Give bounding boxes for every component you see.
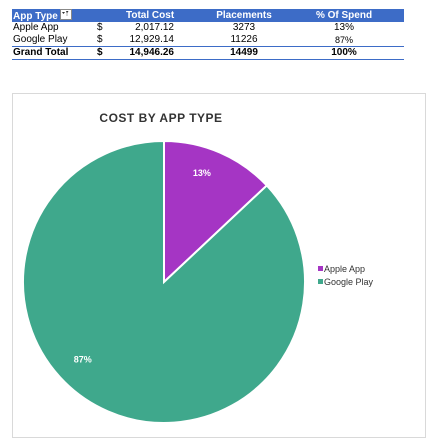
grand-total-currency: $ — [97, 47, 103, 58]
header-total-cost[interactable]: Total Cost — [126, 10, 175, 21]
pie-chart[interactable]: COST BY APP TYPE 13% 87% Apple App Google … — [12, 93, 426, 438]
grand-total-cost: 14,946.26 — [129, 47, 175, 58]
row-currency: $ — [97, 22, 103, 33]
grand-total-pct-spend: 100% — [331, 47, 357, 58]
pivot-header-row: App Type Total Cost Placements % Of Spen… — [12, 9, 404, 22]
row-pct-spend: 87% — [334, 35, 353, 45]
pivot-table: App Type Total Cost Placements % Of Spen… — [12, 9, 404, 60]
pie-slice-apple-app[interactable] — [163, 139, 269, 285]
legend-label: Apple App — [324, 264, 366, 274]
row-placements: 3273 — [232, 22, 256, 33]
data-label-google-play: 87% — [74, 354, 92, 364]
header-placements[interactable]: Placements — [216, 10, 272, 21]
filter-dropdown-icon[interactable] — [59, 9, 72, 20]
table-row[interactable]: Apple App $ 2,017.12 3273 13% — [12, 22, 404, 34]
header-app-type-label: App Type — [13, 11, 58, 22]
chart-legend[interactable]: Apple App Google Play — [318, 263, 373, 289]
row-app-type: Google Play — [13, 34, 68, 45]
grand-total-label: Grand Total — [13, 47, 69, 58]
grand-total-placements: 14499 — [230, 47, 258, 58]
legend-item-apple-app[interactable]: Apple App — [318, 263, 373, 276]
pie-slice-google-play[interactable] — [22, 139, 306, 424]
legend-swatch — [318, 266, 323, 271]
legend-swatch — [318, 279, 323, 284]
chart-title: COST BY APP TYPE — [99, 111, 223, 125]
row-placements: 11226 — [230, 34, 258, 45]
pie-plot-area[interactable]: 13% 87% — [13, 94, 425, 437]
header-pct-spend[interactable]: % Of Spend — [315, 10, 373, 21]
row-total-cost: 2,017.12 — [135, 22, 174, 33]
header-app-type[interactable]: App Type — [13, 9, 72, 23]
row-app-type: Apple App — [13, 22, 59, 33]
legend-item-google-play[interactable]: Google Play — [318, 276, 373, 289]
legend-label: Google Play — [324, 277, 374, 287]
table-row[interactable]: Google Play $ 12,929.14 11226 87% — [12, 34, 404, 46]
row-pct-spend: 13% — [333, 22, 354, 33]
row-currency: $ — [97, 34, 103, 45]
grand-total-row[interactable]: Grand Total $ 14,946.26 14499 100% — [12, 46, 404, 60]
row-total-cost: 12,929.14 — [129, 34, 175, 45]
data-label-apple-app: 13% — [193, 168, 211, 178]
